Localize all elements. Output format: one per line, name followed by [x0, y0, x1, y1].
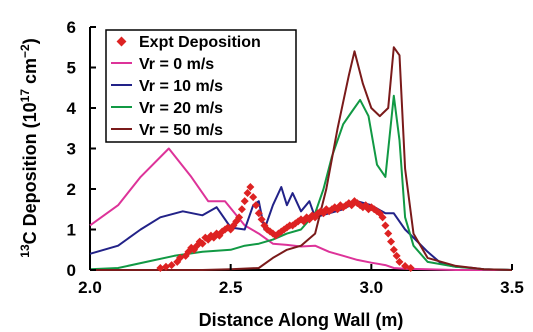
- expt-point-11: [198, 239, 207, 248]
- y-label-sup-unit: −2: [18, 44, 32, 58]
- y-tick-label-4: 4: [67, 99, 77, 118]
- expt-point-78: [387, 237, 396, 246]
- legend: Expt Deposition Vr = 0 m/s Vr = 10 m/s V…: [105, 29, 297, 143]
- expt-point-1: [161, 262, 170, 271]
- legend-label-expt: Expt Deposition: [139, 34, 261, 51]
- y-tick-label-2: 2: [67, 180, 76, 199]
- x-tick-label-0: 2.0: [78, 278, 102, 297]
- legend-label-vr0: Vr = 0 m/s: [139, 56, 214, 73]
- series-line-1: [89, 186, 513, 271]
- expt-point-2: [167, 261, 176, 270]
- expt-point-28: [246, 182, 255, 191]
- expt-point-83: [406, 263, 415, 272]
- series-line-2: [89, 94, 513, 271]
- expt-point-29: [249, 193, 258, 202]
- expt-point-76: [381, 221, 390, 230]
- scatter-layer: [156, 182, 415, 272]
- y-label-sup-exponent: 17: [18, 89, 32, 103]
- legend-item-vr50: Vr = 50 m/s: [111, 122, 223, 139]
- legend-label-vr20: Vr = 20 m/s: [139, 100, 223, 117]
- expt-point-31: [254, 209, 263, 218]
- legend-item-vr20: Vr = 20 m/s: [111, 100, 223, 117]
- legend-item-expt: Expt Deposition: [116, 34, 261, 51]
- x-tick-label-3: 3.5: [500, 278, 524, 297]
- expt-point-0: [156, 263, 165, 272]
- x-ticks: 2.0 2.5 3.0 3.5: [78, 264, 524, 297]
- y-label-unit: cm: [20, 58, 40, 89]
- expt-point-77: [384, 229, 393, 238]
- expt-point-80: [392, 251, 401, 260]
- legend-box: [105, 29, 297, 143]
- legend-marker-expt: [116, 36, 127, 47]
- y-label-sup-isotope: 13: [18, 244, 32, 258]
- expt-point-32: [257, 215, 266, 224]
- expt-point-27: [243, 189, 252, 198]
- legend-label-vr50: Vr = 50 m/s: [139, 122, 223, 139]
- y-tick-label-1: 1: [67, 221, 76, 240]
- series-line-3: [90, 46, 513, 271]
- y-tick-label-5: 5: [67, 59, 76, 78]
- expt-point-79: [389, 245, 398, 254]
- y-ticks: 0 1 2 3 4 5 6: [67, 18, 96, 280]
- expt-point-26: [240, 197, 249, 206]
- legend-label-vr10: Vr = 10 m/s: [139, 78, 223, 95]
- y-tick-label-6: 6: [67, 18, 76, 37]
- legend-item-vr10: Vr = 10 m/s: [111, 78, 223, 95]
- expt-point-25: [237, 205, 246, 214]
- x-tick-label-1: 2.5: [219, 278, 243, 297]
- expt-point-81: [395, 257, 404, 266]
- expt-point-24: [235, 213, 244, 222]
- expt-point-30: [251, 201, 260, 210]
- y-tick-label-0: 0: [67, 261, 76, 280]
- legend-item-vr0: Vr = 0 m/s: [111, 56, 214, 73]
- y-label-main: C Deposition (10: [20, 102, 40, 244]
- y-tick-label-3: 3: [67, 140, 76, 159]
- x-tick-label-2: 3.0: [360, 278, 384, 297]
- expt-point-75: [378, 213, 387, 222]
- series-layer: [89, 46, 513, 271]
- x-axis-label: Distance Along Wall (m): [199, 310, 404, 330]
- y-label-close: ): [20, 38, 40, 44]
- y-axis-label: 13C Deposition (1017 cm−2): [18, 38, 40, 257]
